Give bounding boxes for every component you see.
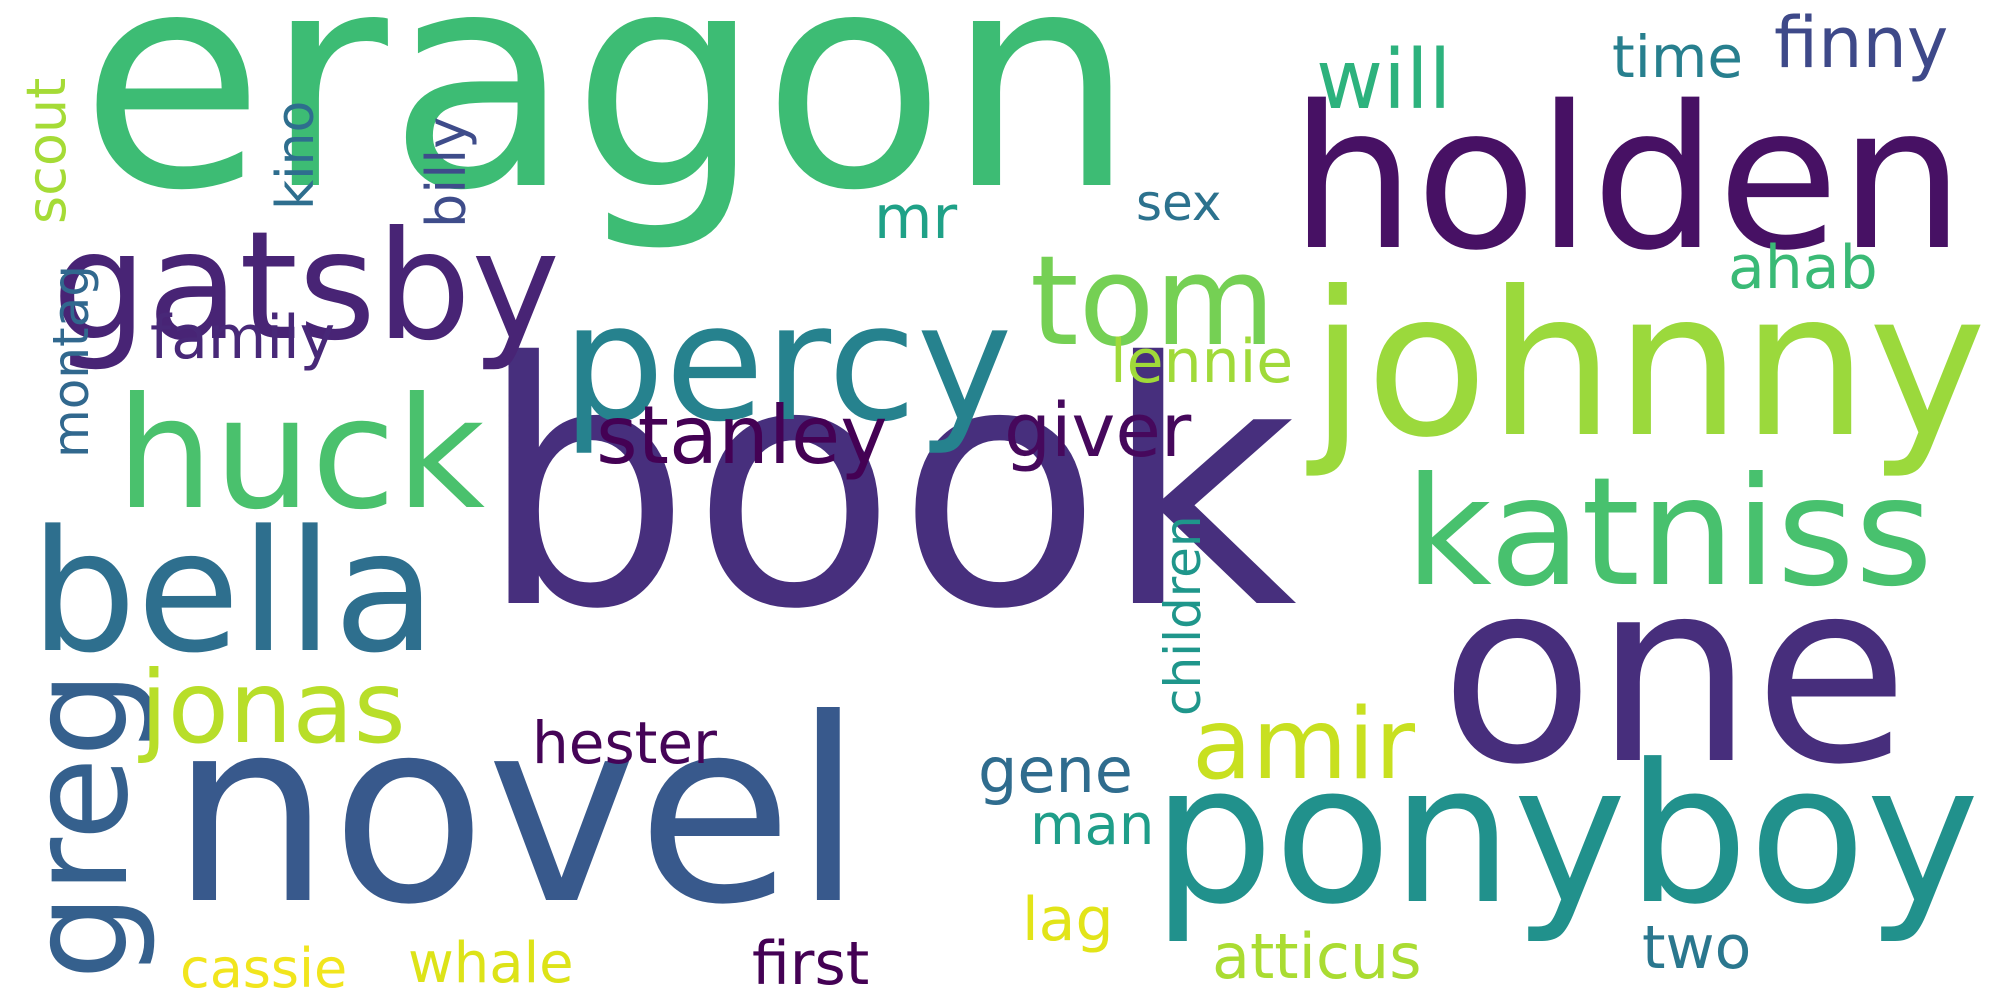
word-children: children [1154, 515, 1212, 716]
word-gatsby: gatsby [52, 200, 561, 374]
word-johnny: johnny [1310, 249, 1987, 482]
word-finny: finny [1774, 2, 1949, 84]
word-scout: scout [15, 77, 78, 224]
word-novel: novel [170, 664, 864, 960]
word-eragon: eragon [80, 0, 1136, 256]
word-amir: amir [1192, 688, 1416, 802]
word-ahab: ahab [1728, 233, 1878, 303]
word-sex: sex [1136, 174, 1222, 232]
word-jonas: jonas [140, 649, 406, 766]
word-holden: holden [1290, 63, 1965, 294]
word-katniss: katniss [1405, 446, 1934, 620]
word-billy: billy [415, 116, 478, 228]
word-lag: lag [1022, 885, 1114, 955]
word-two: two [1642, 913, 1752, 983]
word-montag: montag [42, 265, 100, 458]
word-book: book [478, 292, 1297, 683]
word-first: first [752, 929, 870, 999]
word-family: family [150, 303, 336, 373]
word-hester: hester [532, 709, 717, 777]
word-lennie: lennie [1110, 327, 1294, 397]
word-will: will [1316, 33, 1452, 128]
word-kino: kino [266, 100, 326, 210]
word-one: one [1440, 527, 1909, 820]
word-time: time [1612, 23, 1744, 91]
word-gene: gene [978, 734, 1133, 807]
word-tom: tom [1030, 230, 1276, 374]
word-huck: huck [116, 365, 486, 544]
word-stanley: stanley [596, 389, 888, 482]
word-percy: percy [562, 270, 1013, 458]
word-cassie: cassie [180, 937, 348, 1000]
word-man: man [1030, 793, 1155, 858]
word-giver: giver [1004, 388, 1192, 474]
word-whale: whale [408, 931, 574, 996]
word-bella: bella [30, 494, 437, 690]
word-ponyboy: ponyboy [1152, 724, 1980, 947]
word-mr: mr [874, 183, 958, 253]
word-greg: greg [1, 670, 159, 980]
word-atticus: atticus [1212, 920, 1422, 993]
